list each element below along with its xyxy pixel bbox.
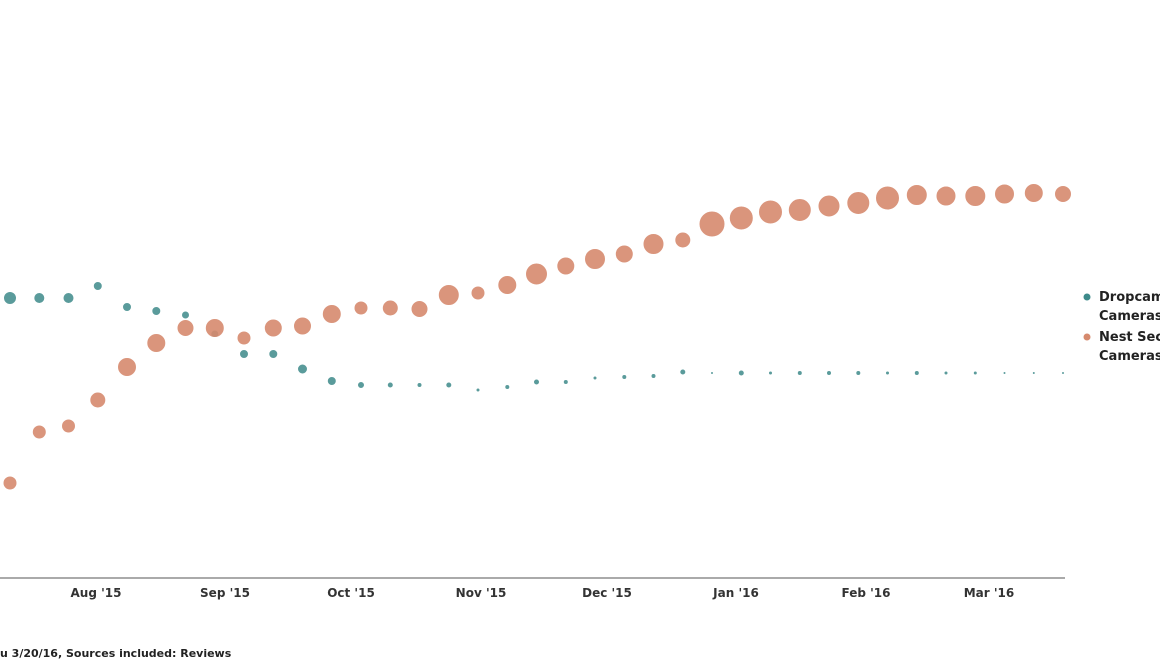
dropcam-point-10[interactable]	[297, 363, 308, 375]
nest-point-27[interactable]	[787, 198, 812, 222]
legend-label-nest-line2: Cameras	[1099, 349, 1160, 364]
dropcam-point-13[interactable]	[386, 381, 394, 389]
nest-point-14[interactable]	[410, 300, 429, 318]
nest-point-16[interactable]	[470, 285, 486, 301]
nest-point-18[interactable]	[525, 262, 548, 286]
x-tick-label-5: Jan '16	[712, 586, 759, 600]
nest-point-7[interactable]	[204, 318, 225, 338]
dropcam-point-35[interactable]	[1031, 371, 1036, 375]
nest-point-6[interactable]	[176, 319, 195, 337]
nest-point-0[interactable]	[2, 475, 18, 491]
nest-point-30[interactable]	[875, 185, 900, 211]
dropcam-point-32[interactable]	[943, 370, 949, 376]
nest-point-28[interactable]	[817, 194, 841, 218]
dropcam-point-16[interactable]	[475, 387, 481, 393]
dropcam-point-22[interactable]	[650, 373, 657, 379]
dropcam-point-24[interactable]	[710, 371, 714, 375]
legend-item-dropcam[interactable]: Dropcam Cameras	[1083, 290, 1160, 324]
nest-point-21[interactable]	[614, 244, 634, 264]
nest-point-19[interactable]	[556, 256, 576, 276]
nest-point-10[interactable]	[293, 316, 312, 336]
x-tick-label-3: Nov '15	[456, 586, 507, 600]
dropcam-point-0[interactable]	[3, 291, 17, 305]
dropcam-point-26[interactable]	[768, 370, 773, 376]
nest-point-2[interactable]	[61, 418, 76, 434]
x-tick-label-1: Sep '15	[200, 586, 250, 600]
nest-point-22[interactable]	[642, 233, 665, 255]
dropcam-point-1[interactable]	[33, 292, 46, 304]
nest-point-34[interactable]	[994, 183, 1015, 205]
x-tick-label-6: Feb '16	[842, 586, 891, 600]
nest-point-1[interactable]	[31, 424, 47, 440]
nest-point-35[interactable]	[1023, 183, 1044, 203]
dropcam-point-19[interactable]	[562, 379, 569, 385]
dropcam-point-15[interactable]	[445, 381, 453, 389]
nest-point-15[interactable]	[437, 284, 460, 306]
dropcam-point-21[interactable]	[621, 374, 628, 380]
nest-point-32[interactable]	[935, 185, 957, 207]
dropcam-point-11[interactable]	[326, 376, 337, 386]
nest-point-4[interactable]	[117, 357, 137, 377]
dropcam-point-18[interactable]	[533, 378, 540, 386]
dropcam-point-8[interactable]	[239, 349, 249, 359]
nest-point-13[interactable]	[381, 299, 399, 317]
x-tick-label-2: Oct '15	[327, 586, 375, 600]
nest-point-36[interactable]	[1054, 185, 1072, 203]
dropcam-point-34[interactable]	[1002, 371, 1007, 375]
dropcam-point-36[interactable]	[1061, 371, 1065, 375]
nest-point-12[interactable]	[353, 300, 369, 316]
nest-point-25[interactable]	[728, 205, 754, 231]
chart-footer-note: u 3/20/16, Sources included: Reviews	[0, 647, 232, 660]
legend-marker-dropcam	[1083, 293, 1091, 301]
nest-point-5[interactable]	[146, 333, 167, 353]
legend-item-nest[interactable]: Nest Sec Cameras	[1083, 330, 1160, 364]
nest-point-33[interactable]	[964, 185, 987, 207]
series-nest	[2, 183, 1072, 491]
dropcam-point-17[interactable]	[504, 384, 511, 390]
nest-point-24[interactable]	[698, 210, 726, 238]
dropcam-point-14[interactable]	[416, 382, 423, 388]
dropcam-point-5[interactable]	[151, 306, 162, 316]
x-tick-label-0: Aug '15	[71, 586, 122, 600]
dropcam-point-23[interactable]	[679, 368, 687, 376]
dropcam-point-29[interactable]	[855, 370, 862, 376]
dropcam-point-30[interactable]	[885, 370, 890, 376]
nest-point-26[interactable]	[758, 199, 783, 225]
nest-point-20[interactable]	[584, 248, 606, 270]
dropcam-point-27[interactable]	[796, 370, 803, 376]
dropcam-point-28[interactable]	[826, 370, 832, 376]
legend-label-dropcam-line1: Dropcam	[1099, 290, 1160, 305]
x-tick-label-7: Mar '16	[964, 586, 1015, 600]
x-tick-label-4: Dec '15	[582, 586, 632, 600]
x-tick-labels: Aug '15 Sep '15 Oct '15 Nov '15 Dec '15 Jan '…	[71, 586, 1015, 600]
dropcam-point-33[interactable]	[972, 370, 978, 376]
dropcam-point-9[interactable]	[268, 349, 279, 359]
nest-point-29[interactable]	[846, 191, 871, 215]
dropcam-point-2[interactable]	[62, 292, 75, 304]
series-layer	[2, 183, 1072, 491]
dropcam-point-31[interactable]	[913, 370, 920, 376]
nest-point-11[interactable]	[321, 304, 342, 324]
dropcam-point-12[interactable]	[357, 381, 365, 389]
nest-point-23[interactable]	[674, 231, 692, 249]
legend-label-dropcam-line2: Cameras	[1099, 309, 1160, 324]
nest-point-9[interactable]	[263, 318, 283, 338]
legend: Dropcam Cameras Nest Sec Cameras	[1083, 290, 1160, 364]
nest-point-31[interactable]	[905, 184, 928, 206]
dropcam-point-6[interactable]	[181, 310, 190, 320]
dropcam-point-25[interactable]	[737, 369, 745, 377]
nest-point-17[interactable]	[497, 275, 518, 295]
nest-point-8[interactable]	[236, 330, 252, 346]
nest-point-3[interactable]	[89, 391, 107, 409]
dropcam-point-3[interactable]	[92, 281, 103, 291]
legend-marker-nest	[1083, 333, 1091, 341]
dropcam-point-20[interactable]	[592, 375, 598, 381]
legend-label-nest-line1: Nest Sec	[1099, 330, 1160, 345]
dropcam-point-4[interactable]	[122, 302, 132, 312]
